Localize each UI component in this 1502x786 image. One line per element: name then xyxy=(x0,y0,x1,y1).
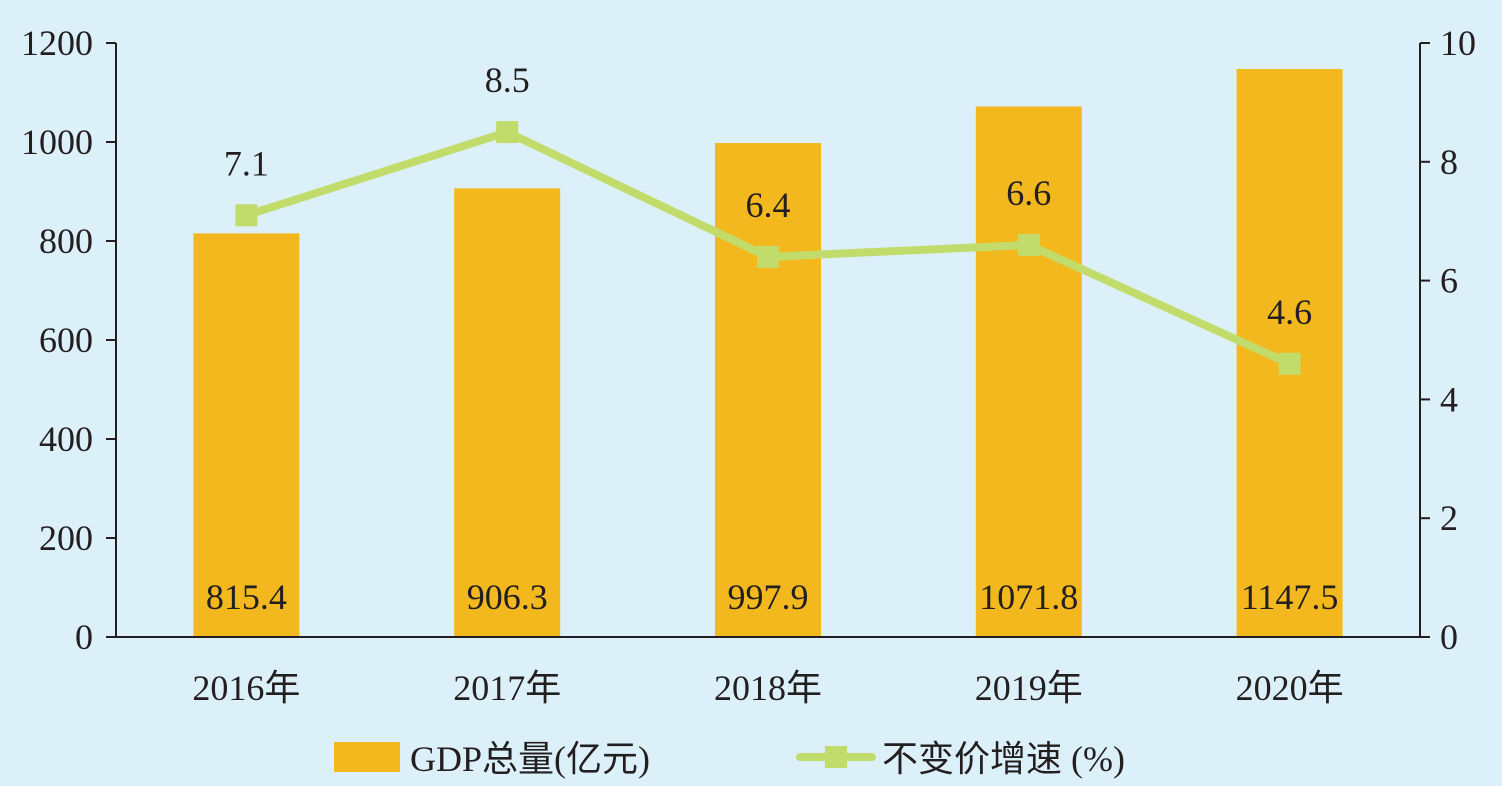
left-tick-label-1: 200 xyxy=(39,518,93,558)
bar-value-label-4: 1071.8 xyxy=(979,577,1078,617)
bar-value-label-3: 997.9 xyxy=(728,577,809,617)
left-tick-label-6: 1200 xyxy=(21,23,93,63)
left-tick-label-0: 0 xyxy=(75,617,93,657)
right-tick-label-1: 2 xyxy=(1440,498,1458,538)
line-series xyxy=(235,121,1301,375)
left-tick-label-3: 600 xyxy=(39,320,93,360)
x-label-2: 2017年 xyxy=(453,668,561,708)
line-value-label-3: 6.4 xyxy=(746,185,791,225)
legend-bar-swatch xyxy=(334,742,400,772)
legend: GDP总量(亿元) 不变价增速 (%) xyxy=(334,739,1125,779)
bar-value-label-5: 1147.5 xyxy=(1241,577,1339,617)
bar-3 xyxy=(715,143,821,638)
bar-value-label-2: 906.3 xyxy=(467,577,548,617)
bar-4 xyxy=(975,106,1082,638)
line-marker-2 xyxy=(496,121,519,144)
x-axis-labels: 2016年 2017年 2018年 2019年 2020年 xyxy=(192,668,1343,708)
x-label-5: 2020年 xyxy=(1236,668,1344,708)
line-marker-1 xyxy=(235,204,258,227)
right-tick-label-4: 8 xyxy=(1440,142,1458,182)
bar-value-label-1: 815.4 xyxy=(206,577,287,617)
left-tick-label-4: 800 xyxy=(39,221,93,261)
left-tick-label-2: 400 xyxy=(39,419,93,459)
line-marker-3 xyxy=(757,245,779,268)
line-value-label-4: 6.6 xyxy=(1006,173,1051,213)
line-value-label-2: 8.5 xyxy=(485,60,530,100)
left-tick-label-5: 1000 xyxy=(21,122,93,162)
x-label-4: 2019年 xyxy=(975,668,1083,708)
right-tick-label-2: 4 xyxy=(1440,379,1458,419)
legend-bar-label: GDP总量(亿元) xyxy=(410,739,650,779)
line-value-label-1: 7.1 xyxy=(224,143,269,183)
right-tick-label-5: 10 xyxy=(1440,23,1476,63)
axes: 0 200 400 600 800 1000 1200 0 2 4 6 8 10 xyxy=(21,23,1476,657)
right-tick-label-0: 0 xyxy=(1440,617,1458,657)
right-tick-label-3: 6 xyxy=(1440,261,1458,301)
line-marker-5 xyxy=(1278,352,1301,375)
line-data-labels: 7.1 8.5 6.4 6.6 4.6 xyxy=(224,60,1312,332)
x-label-1: 2016年 xyxy=(192,668,300,708)
bar-1 xyxy=(193,233,300,637)
bar-data-labels: 815.4 906.3 997.9 1071.8 1147.5 xyxy=(206,577,1339,617)
legend-line-marker xyxy=(825,746,847,768)
bar-2 xyxy=(454,188,561,637)
legend-line-label: 不变价增速 (%) xyxy=(882,739,1125,779)
line-value-label-5: 4.6 xyxy=(1267,292,1312,332)
line-marker-4 xyxy=(1017,233,1040,256)
x-label-3: 2018年 xyxy=(714,668,822,708)
